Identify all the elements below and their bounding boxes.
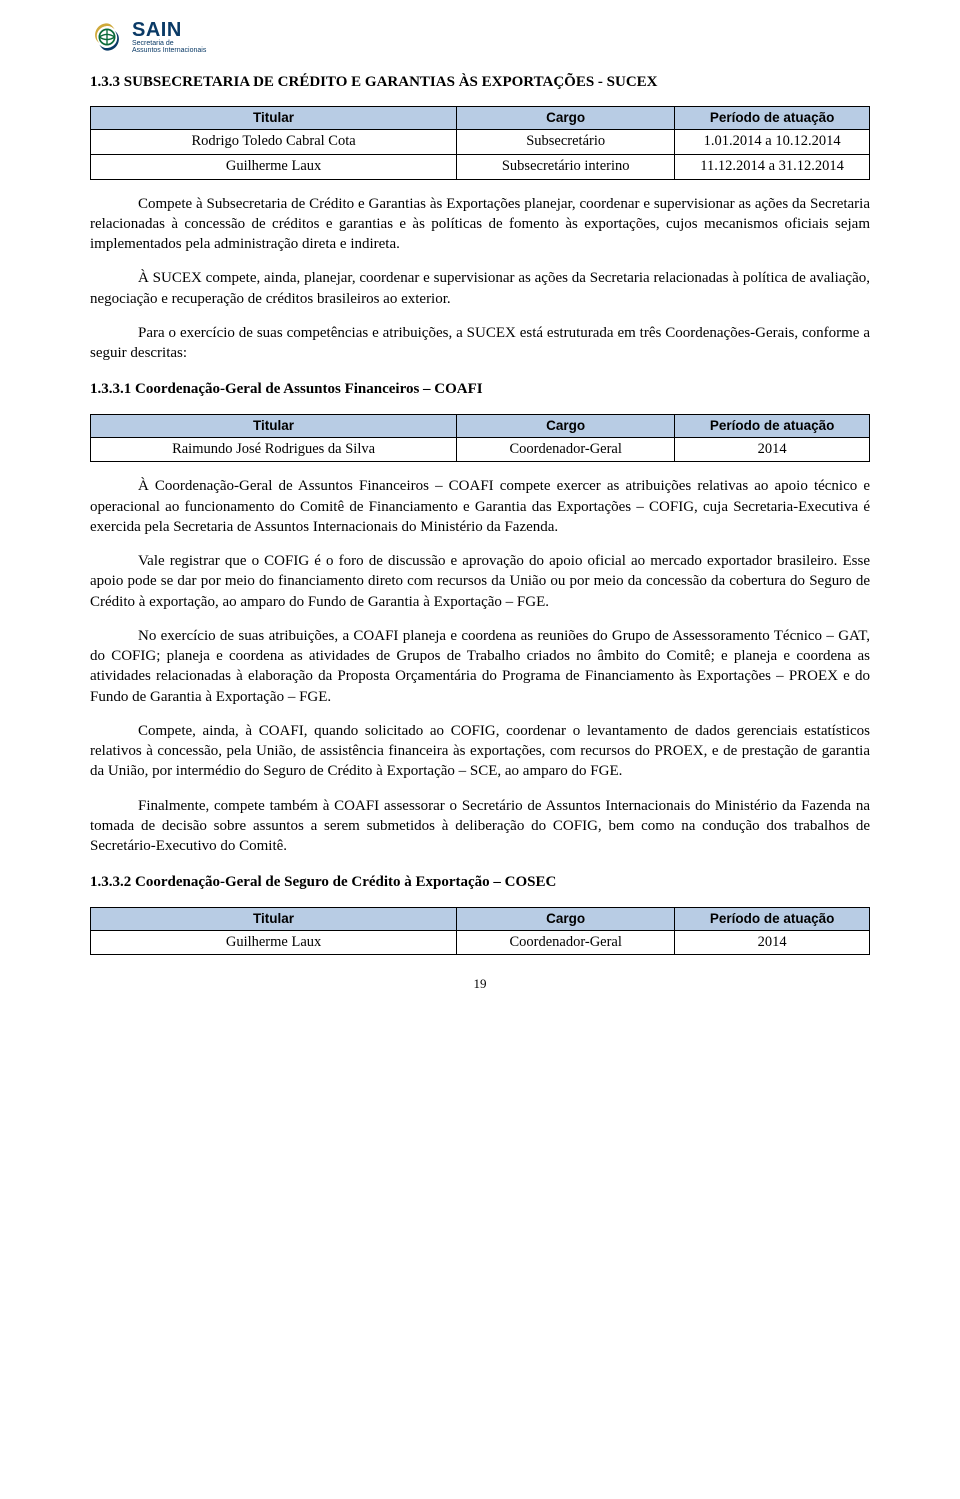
cell-cargo: Subsecretário interino bbox=[457, 155, 675, 180]
heading-1-3-3-1: 1.3.3.1 Coordenação-Geral de Assuntos Fi… bbox=[90, 379, 870, 399]
col-titular: Titular bbox=[91, 107, 457, 130]
heading-1-3-3: 1.3.3 SUBSECRETARIA DE CRÉDITO E GARANTI… bbox=[90, 72, 870, 92]
table-sucex-titulares: Titular Cargo Período de atuação Rodrigo… bbox=[90, 106, 870, 179]
paragraph: Compete, ainda, à COAFI, quando solicita… bbox=[90, 721, 870, 782]
col-titular: Titular bbox=[91, 907, 457, 930]
cell-cargo: Subsecretário bbox=[457, 130, 675, 155]
col-cargo: Cargo bbox=[457, 107, 675, 130]
cell-titular: Guilherme Laux bbox=[91, 930, 457, 955]
table-coafi-titular: Titular Cargo Período de atuação Raimund… bbox=[90, 414, 870, 463]
page-number: 19 bbox=[90, 975, 870, 993]
sain-logo-mark bbox=[90, 20, 124, 54]
table-cosec-titular: Titular Cargo Período de atuação Guilher… bbox=[90, 907, 870, 956]
table-header-row: Titular Cargo Período de atuação bbox=[91, 414, 870, 437]
paragraph: À Coordenação-Geral de Assuntos Financei… bbox=[90, 476, 870, 537]
logo-acronym: SAIN bbox=[132, 20, 206, 40]
cell-titular: Raimundo José Rodrigues da Silva bbox=[91, 437, 457, 462]
col-periodo: Período de atuação bbox=[675, 907, 870, 930]
cell-periodo: 2014 bbox=[675, 930, 870, 955]
table-row: Guilherme Laux Coordenador-Geral 2014 bbox=[91, 930, 870, 955]
paragraph: Compete à Subsecretaria de Crédito e Gar… bbox=[90, 194, 870, 255]
col-cargo: Cargo bbox=[457, 414, 675, 437]
table-row: Rodrigo Toledo Cabral Cota Subsecretário… bbox=[91, 130, 870, 155]
heading-1-3-3-2: 1.3.3.2 Coordenação-Geral de Seguro de C… bbox=[90, 872, 870, 892]
paragraph: No exercício de suas atribuições, a COAF… bbox=[90, 626, 870, 707]
col-titular: Titular bbox=[91, 414, 457, 437]
col-cargo: Cargo bbox=[457, 907, 675, 930]
table-row: Guilherme Laux Subsecretário interino 11… bbox=[91, 155, 870, 180]
cell-periodo: 1.01.2014 a 10.12.2014 bbox=[675, 130, 870, 155]
paragraph: Para o exercício de suas competências e … bbox=[90, 323, 870, 364]
logo-tagline-1: Secretaria de bbox=[132, 40, 206, 47]
cell-titular: Guilherme Laux bbox=[91, 155, 457, 180]
paragraph: Vale registrar que o COFIG é o foro de d… bbox=[90, 551, 870, 612]
cell-cargo: Coordenador-Geral bbox=[457, 437, 675, 462]
org-logo: SAIN Secretaria de Assuntos Internaciona… bbox=[90, 20, 870, 54]
cell-periodo: 2014 bbox=[675, 437, 870, 462]
table-header-row: Titular Cargo Período de atuação bbox=[91, 107, 870, 130]
cell-cargo: Coordenador-Geral bbox=[457, 930, 675, 955]
col-periodo: Período de atuação bbox=[675, 107, 870, 130]
table-row: Raimundo José Rodrigues da Silva Coorden… bbox=[91, 437, 870, 462]
paragraph: Finalmente, compete também à COAFI asses… bbox=[90, 796, 870, 857]
cell-periodo: 11.12.2014 a 31.12.2014 bbox=[675, 155, 870, 180]
table-header-row: Titular Cargo Período de atuação bbox=[91, 907, 870, 930]
logo-tagline-2: Assuntos Internacionais bbox=[132, 47, 206, 54]
col-periodo: Período de atuação bbox=[675, 414, 870, 437]
paragraph: À SUCEX compete, ainda, planejar, coorde… bbox=[90, 268, 870, 309]
sain-logo-text: SAIN Secretaria de Assuntos Internaciona… bbox=[132, 20, 206, 54]
cell-titular: Rodrigo Toledo Cabral Cota bbox=[91, 130, 457, 155]
